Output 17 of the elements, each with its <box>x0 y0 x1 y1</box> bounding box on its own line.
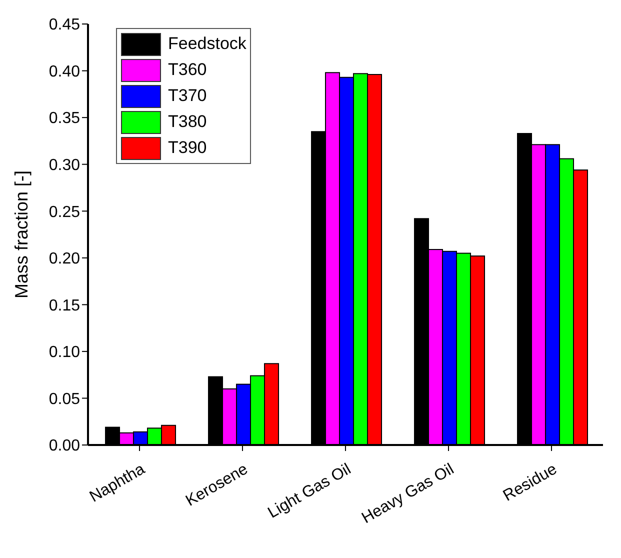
legend-label: Feedstock <box>168 34 246 54</box>
y-tick-label: 0.35 <box>48 110 80 128</box>
y-tick-label: 0.10 <box>48 344 80 362</box>
x-tick-label: Light Gas Oil <box>265 460 354 522</box>
legend-label: T370 <box>168 86 207 106</box>
legend-label: T390 <box>168 138 207 158</box>
y-tick-label: 0.25 <box>48 204 80 221</box>
y-tick-label: 0.20 <box>48 250 80 268</box>
y-axis-title: Mass fraction [-] <box>11 170 32 299</box>
legend-label: T380 <box>168 112 207 132</box>
y-tick-label: 0.45 <box>48 16 80 34</box>
y-tick-label: 0.40 <box>48 63 80 80</box>
y-tick-label: 0.15 <box>48 297 80 314</box>
legend-label: T360 <box>168 60 207 80</box>
y-tick-label: 0.00 <box>48 438 80 455</box>
y-tick-label: 0.30 <box>48 157 80 174</box>
y-tick-label: 0.05 <box>48 390 80 408</box>
